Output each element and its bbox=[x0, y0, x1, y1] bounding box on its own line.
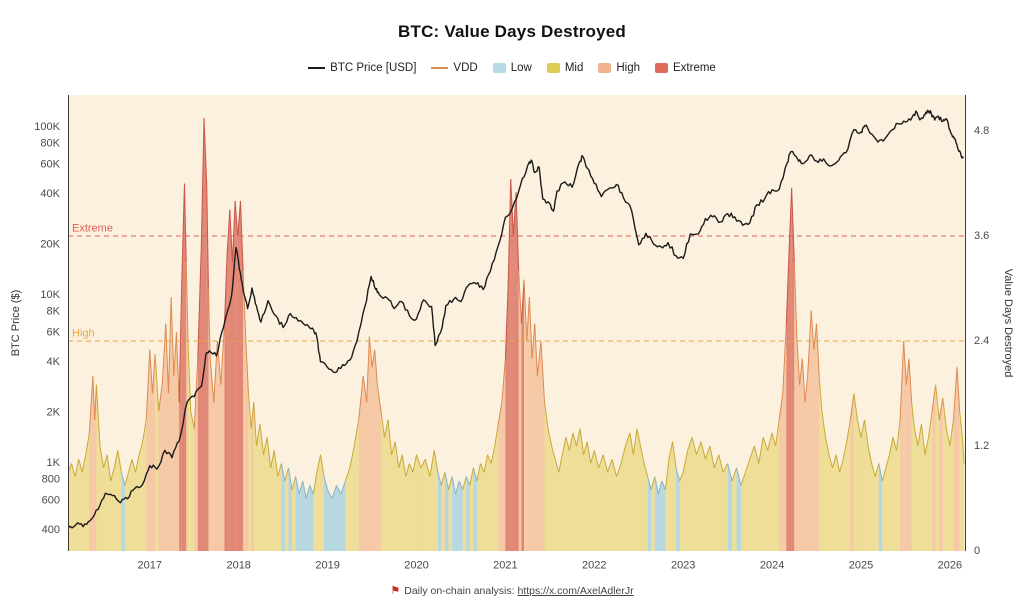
chart-title: BTC: Value Days Destroyed bbox=[398, 22, 626, 41]
flag-icon: ⚑ bbox=[390, 585, 401, 597]
legend-item-low: Low bbox=[492, 62, 532, 74]
legend-label-mid: Mid bbox=[564, 62, 584, 74]
chart-footer: ⚑ Daily on-chain analysis: https://x.com/… bbox=[0, 584, 1024, 597]
legend-label-extreme: Extreme bbox=[673, 62, 716, 74]
legend-item-btc-price: BTC Price [USD] bbox=[308, 62, 416, 74]
vdd-line-swatch-icon bbox=[431, 67, 449, 69]
legend-label-btc-price: BTC Price [USD] bbox=[330, 62, 417, 74]
extreme-swatch-icon bbox=[655, 63, 668, 73]
legend-label-vdd: VDD bbox=[453, 62, 478, 74]
high-swatch-icon bbox=[598, 63, 612, 73]
legend-label-high: High bbox=[616, 62, 640, 74]
legend-item-extreme: Extreme bbox=[655, 62, 716, 74]
footer-link[interactable]: https://x.com/AxelAdlerJr bbox=[517, 585, 634, 597]
legend-item-vdd: VDD bbox=[431, 62, 478, 74]
legend-label-low: Low bbox=[510, 62, 532, 74]
low-swatch-icon bbox=[492, 63, 506, 73]
legend-item-mid: Mid bbox=[546, 62, 584, 74]
chart-legend: BTC Price [USD] VDD Low Mid High Extreme bbox=[0, 62, 1024, 74]
btc-price-line-swatch-icon bbox=[308, 67, 326, 69]
mid-swatch-icon bbox=[546, 63, 560, 73]
legend-item-high: High bbox=[598, 62, 640, 74]
footer-text: Daily on-chain analysis: bbox=[404, 585, 515, 597]
